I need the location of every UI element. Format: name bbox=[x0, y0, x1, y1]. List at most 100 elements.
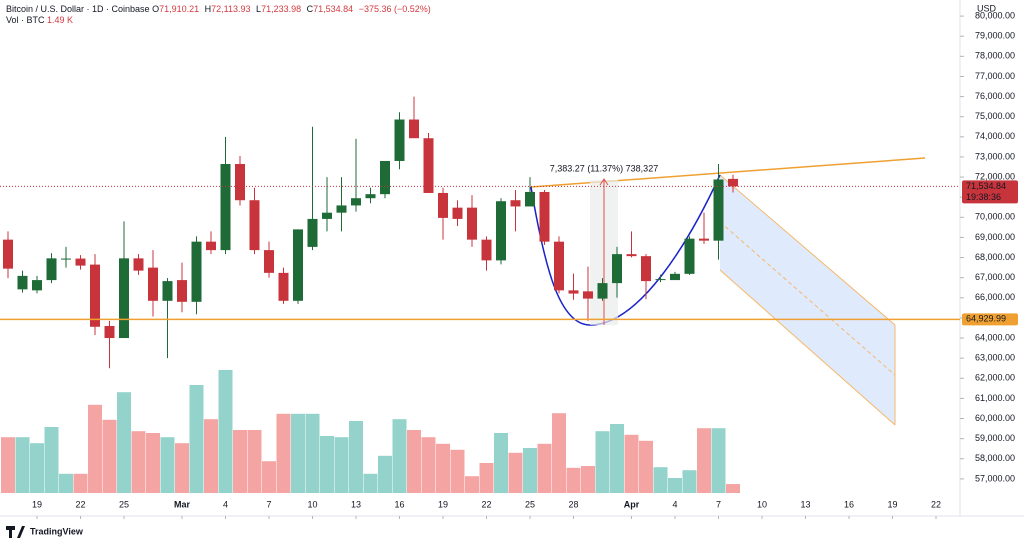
x-tick-label: 10 bbox=[307, 499, 317, 509]
volume-bar bbox=[160, 437, 175, 493]
volume-bar bbox=[59, 473, 73, 493]
y-tick-label: 58,000.00 bbox=[975, 453, 1015, 463]
measure-arrow-head bbox=[599, 178, 609, 186]
x-tick-label: 22 bbox=[75, 499, 85, 509]
horizontal-line-label: 64,929.99 bbox=[966, 314, 1006, 324]
x-tick-label: 22 bbox=[481, 499, 491, 509]
candle-body bbox=[3, 239, 13, 269]
x-tick-label: 13 bbox=[351, 499, 361, 509]
currency-label: USD bbox=[977, 3, 997, 13]
volume-bar bbox=[73, 473, 88, 493]
x-tick-label: 13 bbox=[800, 499, 810, 509]
y-tick-label: 73,000.00 bbox=[975, 151, 1015, 161]
candle-body bbox=[525, 191, 535, 207]
volume-bar bbox=[146, 433, 160, 493]
y-tick-label: 79,000.00 bbox=[975, 31, 1015, 41]
y-tick-label: 76,000.00 bbox=[975, 91, 1015, 101]
candle-body bbox=[249, 200, 260, 251]
candle-body bbox=[75, 258, 86, 266]
candle-body bbox=[293, 229, 303, 301]
channel-line bbox=[719, 174, 896, 326]
volume-bar bbox=[450, 449, 465, 493]
candle-body bbox=[119, 258, 129, 339]
volume-bar bbox=[624, 434, 639, 493]
x-tick-label: 22 bbox=[931, 499, 941, 509]
candle-body bbox=[699, 238, 709, 241]
candle-body bbox=[481, 239, 492, 261]
candle-body bbox=[641, 256, 651, 282]
candle-body bbox=[264, 250, 274, 273]
volume-bar bbox=[407, 430, 421, 493]
candle-body bbox=[684, 238, 695, 274]
volume-bar bbox=[552, 413, 566, 493]
volume-bar bbox=[189, 385, 204, 493]
candle-body bbox=[32, 280, 42, 291]
candle-body bbox=[713, 179, 724, 241]
candle-body bbox=[597, 283, 608, 299]
candle-body bbox=[496, 201, 506, 261]
x-tick-label: 19 bbox=[32, 499, 42, 509]
candle-body bbox=[394, 119, 405, 161]
candle-body bbox=[17, 275, 28, 290]
volume-value: 1.49 K bbox=[47, 15, 74, 25]
volume-bar bbox=[44, 427, 59, 493]
y-tick-label: 67,000.00 bbox=[975, 272, 1015, 282]
x-tick-label: 7 bbox=[716, 499, 721, 509]
volume-bar bbox=[175, 443, 189, 493]
y-tick-label: 60,000.00 bbox=[975, 413, 1015, 423]
y-tick-label: 72,000.00 bbox=[975, 171, 1015, 181]
y-tick-label: 77,000.00 bbox=[975, 71, 1015, 81]
volume-bar bbox=[204, 419, 218, 493]
volume-bar bbox=[363, 473, 378, 493]
candle-body bbox=[336, 205, 347, 213]
volume-bar bbox=[595, 431, 610, 493]
volume-bar bbox=[436, 443, 450, 493]
candle-body bbox=[423, 138, 434, 193]
volume-bar bbox=[421, 437, 436, 493]
ohlc-value: 71,910.21 bbox=[159, 4, 200, 14]
candle-body bbox=[307, 218, 318, 247]
y-tick-label: 68,000.00 bbox=[975, 252, 1015, 262]
x-tick-label: Apr bbox=[624, 499, 640, 509]
candle-body bbox=[104, 325, 115, 339]
candle-body bbox=[206, 241, 216, 251]
brand-logo bbox=[6, 526, 25, 538]
candle-body bbox=[177, 280, 187, 302]
y-tick-label: 80,000.00 bbox=[975, 10, 1015, 20]
candle-body bbox=[278, 272, 289, 301]
candle-body bbox=[670, 273, 680, 281]
volume-bar bbox=[1, 437, 15, 493]
volume-bar bbox=[262, 461, 276, 493]
candle-body bbox=[438, 192, 448, 218]
volume-bar bbox=[653, 467, 668, 493]
volume-bar bbox=[711, 428, 726, 493]
candle-body bbox=[568, 290, 579, 294]
candle-body bbox=[365, 194, 376, 199]
change: −375.36 (−0.52%) bbox=[358, 4, 431, 14]
y-tick-label: 66,000.00 bbox=[975, 292, 1015, 302]
candle-body bbox=[728, 178, 738, 187]
symbol-header: Bitcoin / U.S. Dollar · 1D · Coinbase O7… bbox=[6, 4, 434, 14]
candle-body bbox=[235, 163, 245, 201]
volume-bar bbox=[508, 452, 523, 493]
volume-bar bbox=[349, 421, 363, 493]
channel-fill bbox=[720, 175, 895, 425]
y-tick-label: 69,000.00 bbox=[975, 232, 1015, 242]
ohlc-label: H bbox=[204, 4, 212, 14]
volume-bar bbox=[378, 455, 392, 493]
x-tick-label: 4 bbox=[672, 499, 677, 509]
volume-bar bbox=[610, 424, 624, 493]
volume-bar bbox=[88, 404, 102, 493]
candle-body bbox=[148, 267, 158, 301]
candle-body bbox=[133, 258, 144, 271]
candle-body bbox=[322, 212, 332, 219]
volume-bar bbox=[639, 440, 653, 493]
candle-body bbox=[539, 191, 550, 242]
y-tick-label: 59,000.00 bbox=[975, 433, 1015, 443]
volume-label: Vol · BTC bbox=[6, 15, 45, 25]
y-tick-label: 78,000.00 bbox=[975, 51, 1015, 61]
volume-bar bbox=[566, 467, 581, 493]
x-tick-label: 4 bbox=[223, 499, 228, 509]
volume-bar bbox=[218, 370, 233, 493]
